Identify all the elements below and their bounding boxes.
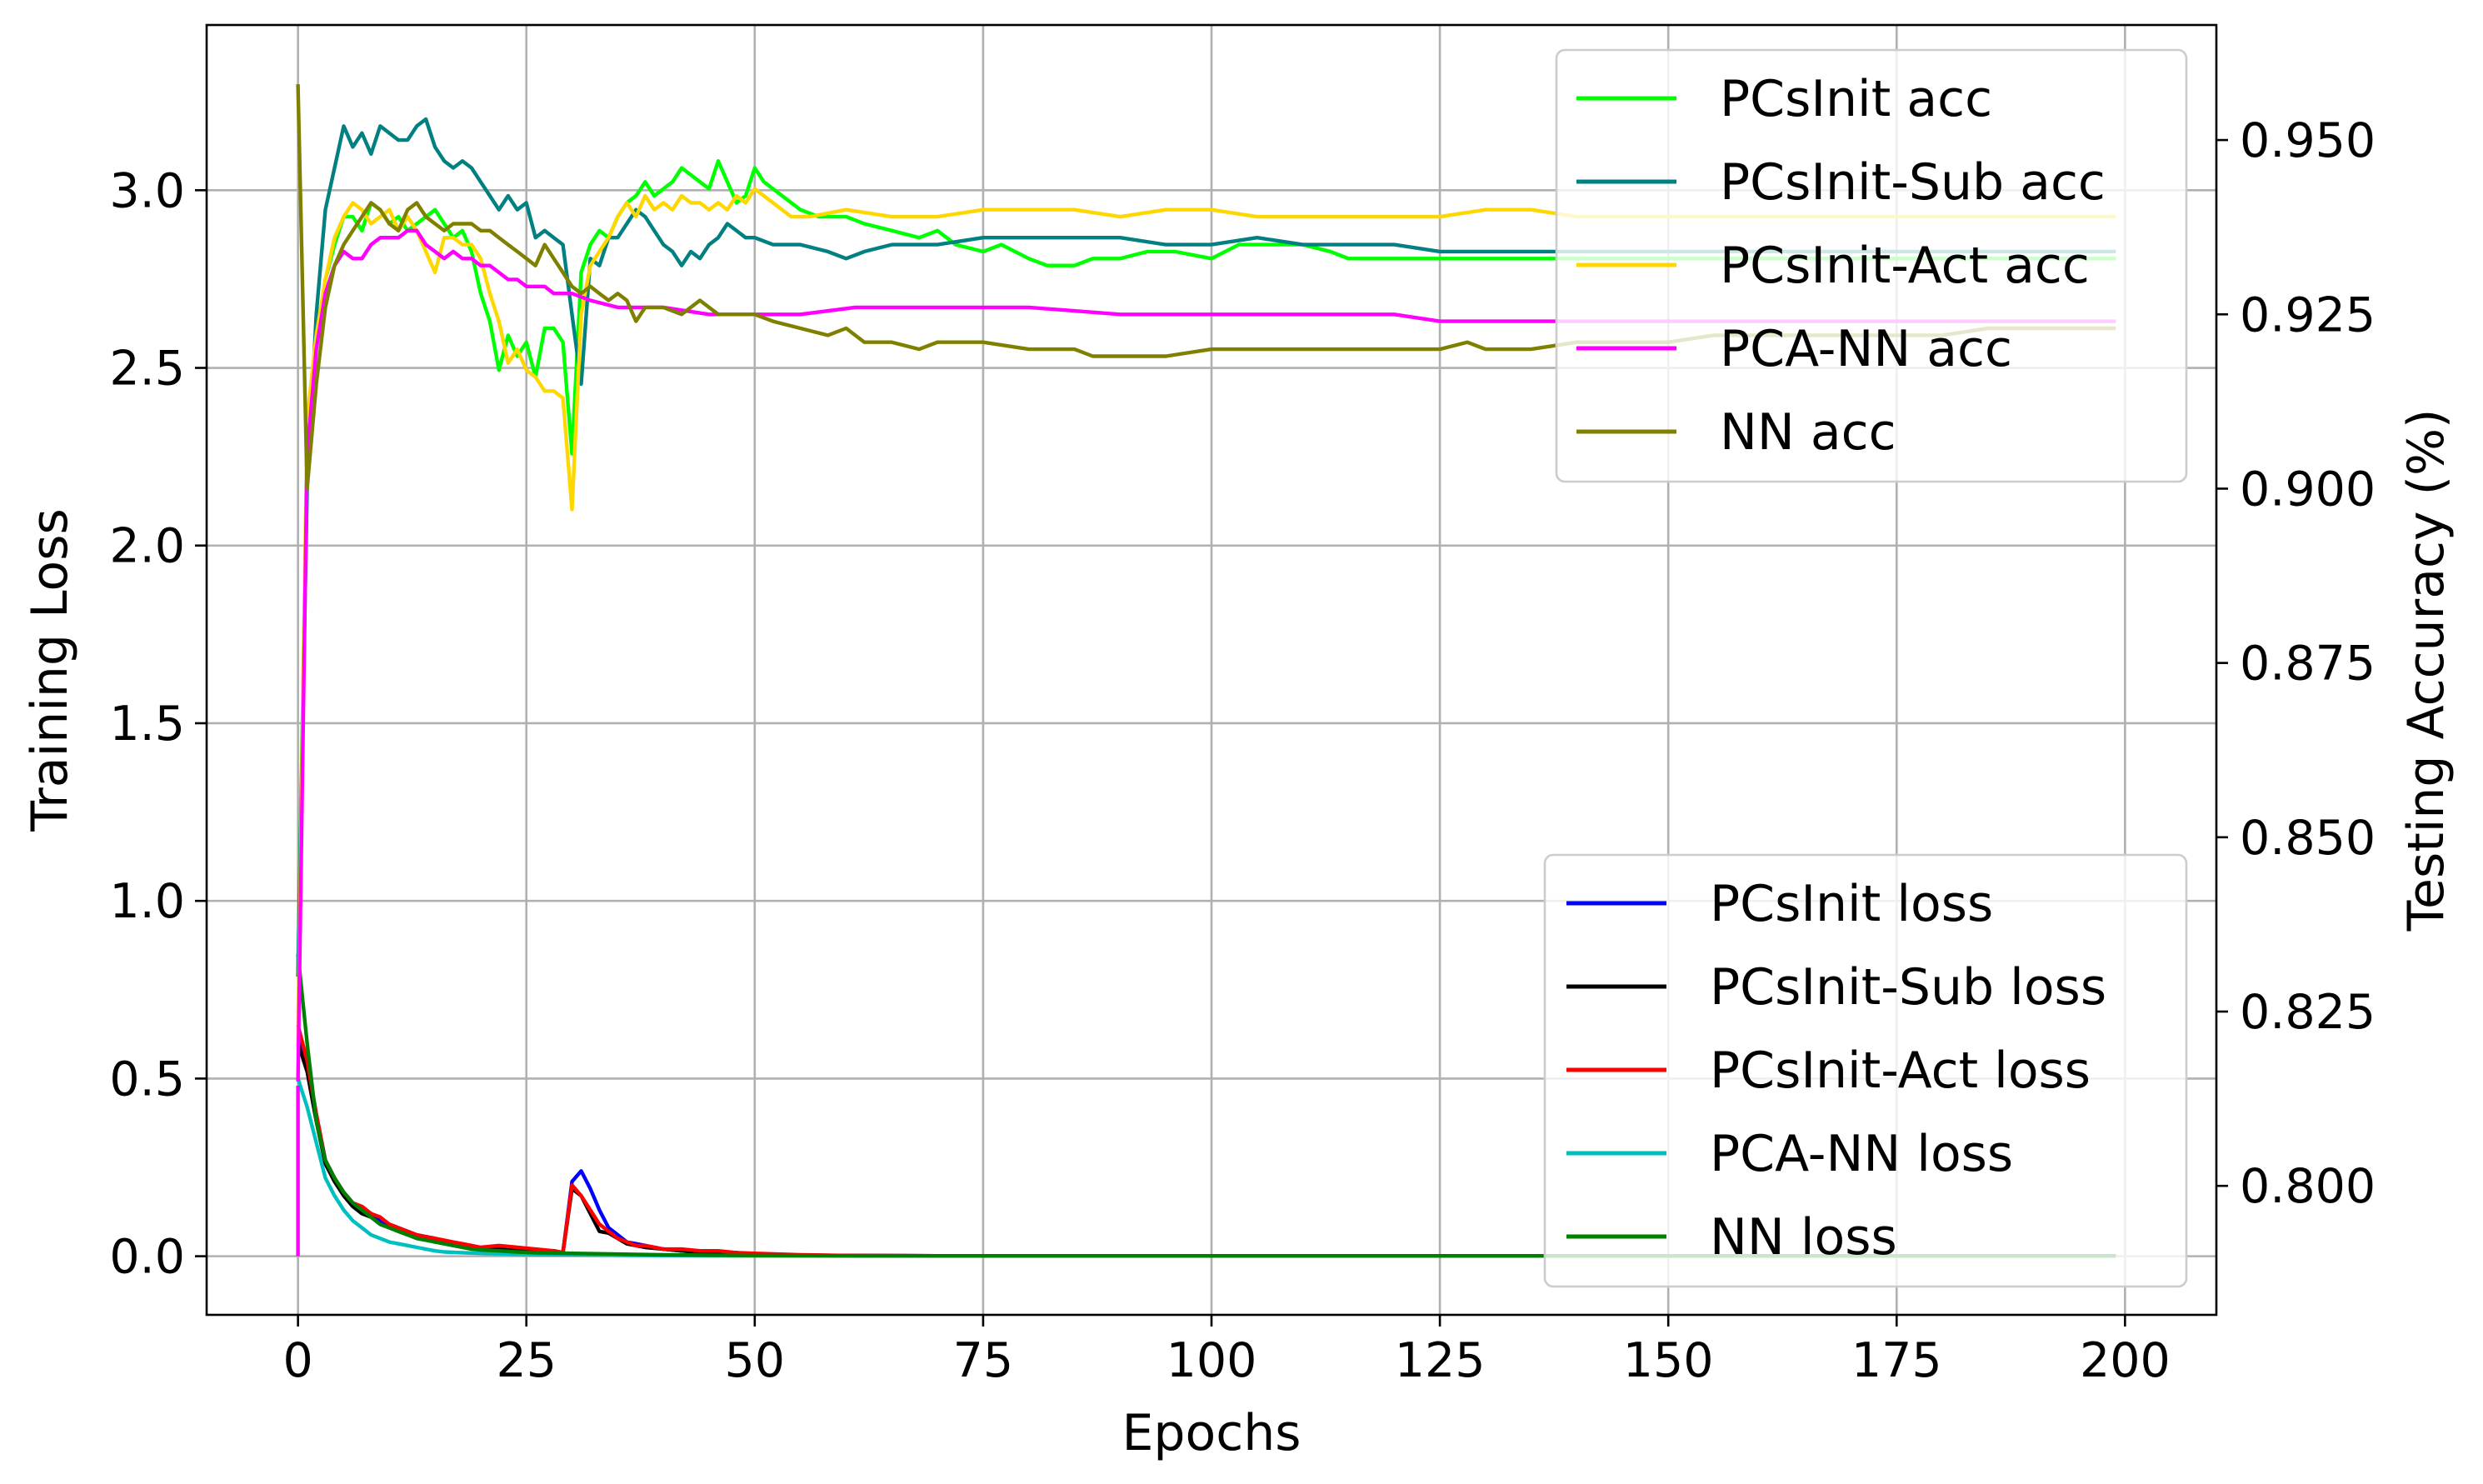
right-y-tick-label: 0.875 [2240,637,2376,692]
x-tick-label: 200 [2080,1333,2171,1388]
pcsinit-acc-line [296,159,2116,977]
accuracy-legend: PCsInit acc PCsInit-Sub acc PCsInit-Act ac… [1555,48,2188,483]
axis-ticks: 0 25 50 75 100 125 150 175 200 0.0 0.5 1.0 1.5 2.0 2.5… [109,113,2376,1388]
legend-label-pcsinit-act-acc: PCsInit-Act acc [1720,237,2090,295]
pca-nn-acc-line [296,228,2116,1082]
legend-label-pcsinit-sub-loss: PCsInit-Sub loss [1710,958,2106,1017]
loss-legend-box [1543,853,2188,1288]
grid-lines [207,25,2216,1315]
left-y-tick-label: 3.0 [109,163,185,218]
legend-label-pcsinit-acc: PCsInit acc [1720,70,1992,128]
nn-loss-line [296,953,2116,1258]
pcsinit-act-acc-line [296,187,2116,1047]
nn-acc-line [296,84,2116,491]
pcsinit-sub-acc-line [296,117,2116,977]
plot-area [296,84,2116,1258]
legend-label-nn-loss: NN loss [1710,1208,1897,1267]
x-tick-label: 125 [1395,1333,1486,1388]
right-y-tick-label: 0.925 [2240,287,2376,342]
right-y-tick-label: 0.825 [2240,985,2376,1040]
legend-label-pcsinit-act-loss: PCsInit-Act loss [1710,1042,2091,1100]
x-tick-label: 25 [496,1333,557,1388]
left-y-tick-label: 1.5 [109,697,185,752]
left-y-tick-label: 1.0 [109,874,185,929]
right-y-axis-label: Testing Accuracy (%) [2397,409,2456,932]
left-y-axis-label: Training Loss [21,508,79,832]
x-tick-label: 50 [725,1333,786,1388]
left-y-tick-label: 2.5 [109,342,185,397]
legend-label-pcsinit-loss: PCsInit loss [1710,875,1993,933]
x-tick-label: 175 [1851,1333,1942,1388]
left-y-tick-label: 2.0 [109,519,185,574]
right-y-tick-label: 0.850 [2240,811,2376,866]
legend-label-pca-nn-acc: PCA-NN acc [1720,320,2012,378]
right-y-tick-label: 0.800 [2240,1159,2376,1214]
right-y-tick-label: 0.950 [2240,113,2376,168]
legend-label-pcsinit-sub-acc: PCsInit-Sub acc [1720,153,2106,212]
legend-label-pca-nn-loss: PCA-NN loss [1710,1125,2013,1183]
accuracy-legend-box [1555,48,2188,483]
x-tick-label: 75 [953,1333,1014,1388]
loss-legend: PCsInit loss PCsInit-Sub loss PCsInit-Act … [1543,853,2188,1288]
left-y-tick-label: 0.0 [109,1230,185,1285]
left-y-tick-label: 0.5 [109,1052,185,1107]
x-tick-label: 100 [1167,1333,1257,1388]
x-tick-label: 150 [1623,1333,1714,1388]
x-axis-label: Epochs [1122,1404,1301,1462]
right-y-tick-label: 0.900 [2240,462,2376,517]
legend-label-nn-acc: NN acc [1720,403,1896,462]
pcsinit-act-loss-line [296,1024,2116,1258]
x-tick-label: 0 [283,1333,313,1388]
